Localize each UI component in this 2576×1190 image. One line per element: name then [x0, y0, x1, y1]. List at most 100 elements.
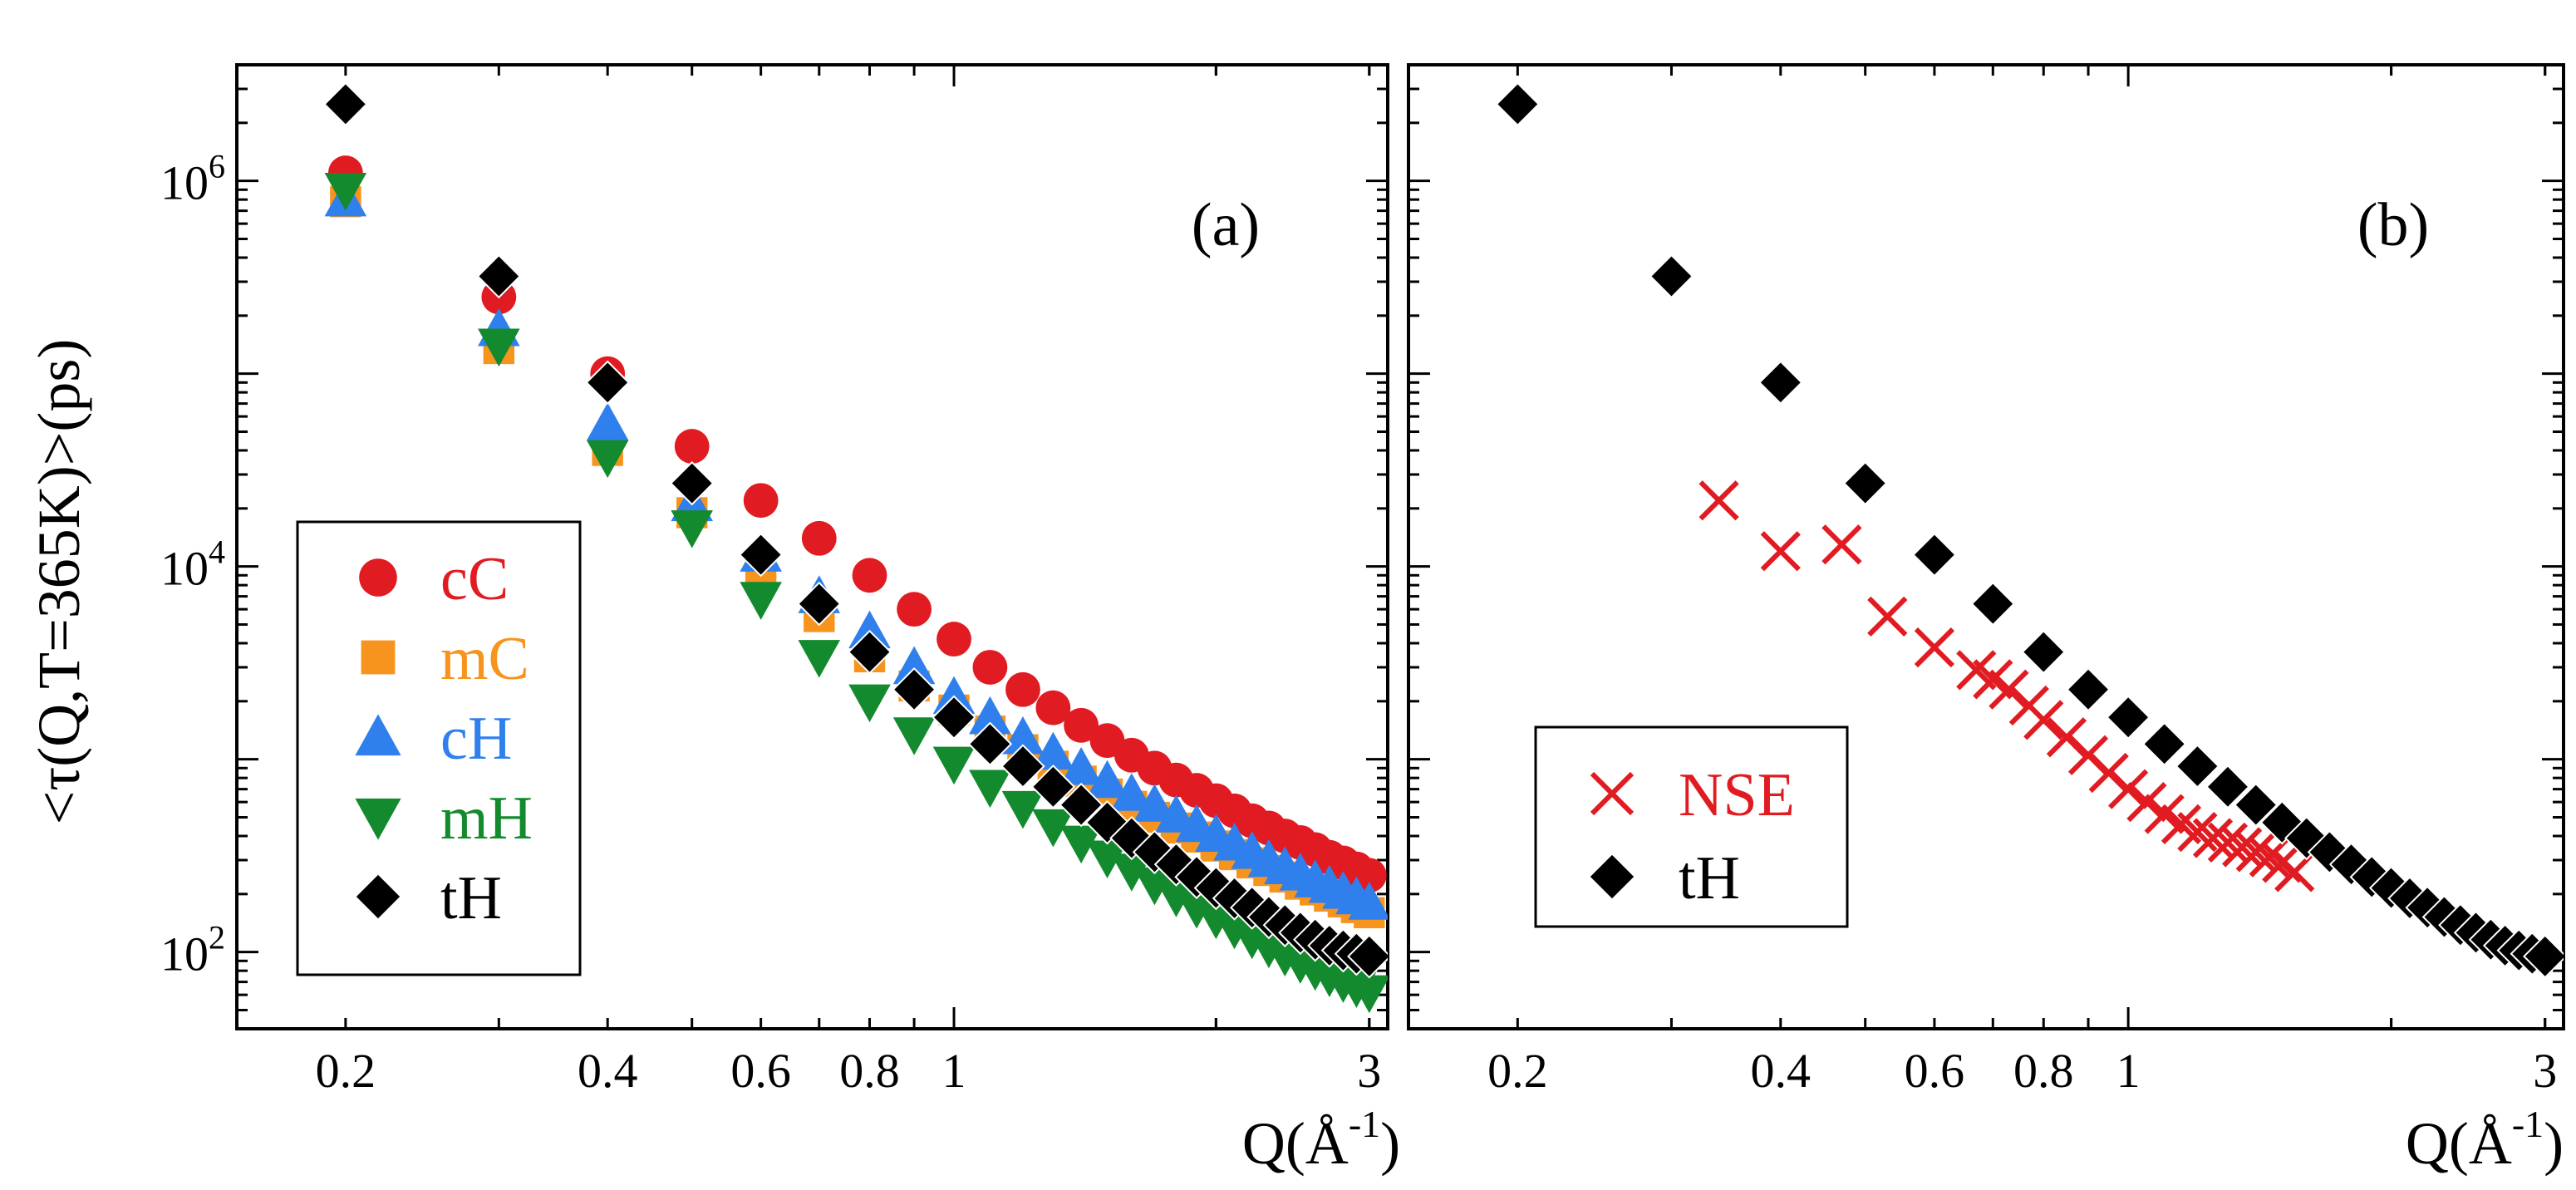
- data-point-NSE: [1821, 524, 1862, 565]
- data-point-NSE: [1760, 531, 1801, 572]
- y-tick-label: 106: [160, 148, 225, 210]
- legend: cC mC cH mH tH: [296, 520, 582, 976]
- data-point-tH: [847, 629, 892, 675]
- legend-marker-tH: [1587, 852, 1637, 902]
- legend-label-mH: mH: [440, 784, 533, 853]
- plot-frame: [1407, 63, 2565, 1030]
- data-point-tH: [2205, 765, 2250, 809]
- legend-marker-cH: [355, 714, 401, 756]
- data-point-tH: [797, 581, 842, 627]
- data-point-mH: [1001, 790, 1045, 829]
- legend-label-cC: cC: [440, 545, 509, 613]
- data-point-tH: [1000, 744, 1045, 789]
- data-point-tH: [1912, 532, 1957, 578]
- data-point-mH: [324, 173, 367, 211]
- y-axis-title: <τ(Q,T=365K)>(ps): [26, 339, 92, 825]
- series-tH: [323, 81, 1388, 979]
- data-point-tH: [1059, 782, 1104, 828]
- data-point-NSE: [2249, 837, 2289, 878]
- panel-a: 0.2 0.4 0.6 0.8 1 3 102 104 106 Q(Å-1) (a) cC mC cH mH…: [160, 63, 1400, 1177]
- legend-marker-NSE: [1590, 771, 1635, 816]
- series-NSE: [1698, 480, 2315, 893]
- panel-label: (a): [1192, 191, 1260, 259]
- x-tick-label: 0.8: [2013, 1044, 2074, 1098]
- x-tick-label: 0.4: [1751, 1044, 1812, 1098]
- panel-b: 0.2 0.4 0.6 0.8 1 3Q(Å-1) (b) NSE tH: [1407, 63, 2565, 1177]
- x-tick-label: 3: [1357, 1044, 1381, 1098]
- x-tick-label: 0.4: [578, 1044, 638, 1098]
- x-tick-label: 0.2: [1487, 1044, 1548, 1098]
- data-point-cH: [969, 696, 1011, 735]
- data-point-tH: [738, 532, 784, 578]
- data-point-tH: [2106, 695, 2151, 740]
- data-point-NSE: [2207, 822, 2249, 863]
- data-point-cC: [852, 558, 887, 593]
- data-point-cC: [937, 622, 971, 656]
- data-point-cH: [892, 646, 936, 685]
- data-point-cC: [1005, 671, 1040, 707]
- legend-label-tH: tH: [1679, 844, 1740, 912]
- plot-frame: [235, 63, 1389, 1030]
- data-point-tH: [2141, 721, 2187, 767]
- data-point-NSE: [2046, 717, 2087, 758]
- data-point-mH: [586, 440, 629, 479]
- x-tick-label: 0.8: [839, 1044, 900, 1098]
- data-points: [1495, 81, 2564, 979]
- data-point-cC: [897, 592, 932, 627]
- data-point-tH: [2328, 842, 2374, 887]
- x-tick-label: 3: [2533, 1044, 2557, 1098]
- data-point-mH: [892, 717, 936, 755]
- data-point-tH: [1649, 253, 1694, 299]
- data-point-tH: [669, 460, 715, 506]
- data-point-mH: [1086, 840, 1128, 878]
- data-point-tH: [932, 695, 976, 740]
- legend-marker-mH: [355, 798, 401, 840]
- data-point-tH: [2021, 629, 2066, 675]
- data-point-tH: [2523, 934, 2564, 979]
- x-tick-label: 0.2: [316, 1044, 376, 1098]
- data-point-tH: [892, 667, 937, 712]
- legend-label-mC: mC: [440, 625, 529, 693]
- data-point-cH: [1001, 715, 1045, 755]
- data-point-tH: [323, 81, 368, 127]
- data-point-mH: [969, 770, 1011, 809]
- data-point-NSE: [2235, 832, 2276, 873]
- data-point-mH: [740, 582, 782, 620]
- x-axis-title: Q(Å-1): [2406, 1103, 2564, 1177]
- data-point-cC: [972, 650, 1008, 685]
- data-point-cH: [1059, 746, 1103, 785]
- x-tick-label: 1: [942, 1044, 966, 1098]
- data-point-tH: [1495, 81, 1541, 127]
- data-point-tH: [2066, 667, 2111, 712]
- data-point-mH: [848, 684, 891, 723]
- legend-label-tH: tH: [440, 864, 502, 932]
- data-point-cH: [586, 402, 629, 441]
- data-point-NSE: [2192, 818, 2234, 858]
- data-point-mH: [671, 510, 714, 548]
- data-point-NSE: [1914, 627, 1955, 668]
- data-point-tH: [1842, 460, 1888, 506]
- data-point-tH: [2284, 815, 2329, 861]
- data-point-cH: [932, 676, 976, 715]
- legend-box: [1534, 725, 1849, 928]
- x-axis-title: Q(Å-1): [1242, 1103, 1400, 1177]
- data-point-mH: [798, 640, 841, 678]
- data-point-NSE: [2222, 827, 2263, 868]
- data-point-tH: [1347, 934, 1388, 979]
- series-tH: [1495, 81, 2564, 979]
- legend-marker-mC: [361, 640, 396, 675]
- data-point-mH: [478, 328, 520, 367]
- x-tick-label: 0.6: [730, 1044, 791, 1098]
- data-point-mH: [1110, 853, 1153, 892]
- data-point-NSE: [2108, 769, 2149, 809]
- legend: NSE tH: [1534, 725, 1849, 928]
- data-point-tH: [1758, 360, 1803, 406]
- data-point-tH: [2175, 744, 2220, 789]
- legend-marker-cC: [359, 558, 397, 597]
- data-point-tH: [967, 721, 1013, 767]
- data-point-NSE: [1867, 596, 1908, 637]
- data-point-cC: [801, 520, 837, 556]
- legend-label-NSE: NSE: [1679, 761, 1795, 829]
- data-point-NSE: [2126, 782, 2167, 823]
